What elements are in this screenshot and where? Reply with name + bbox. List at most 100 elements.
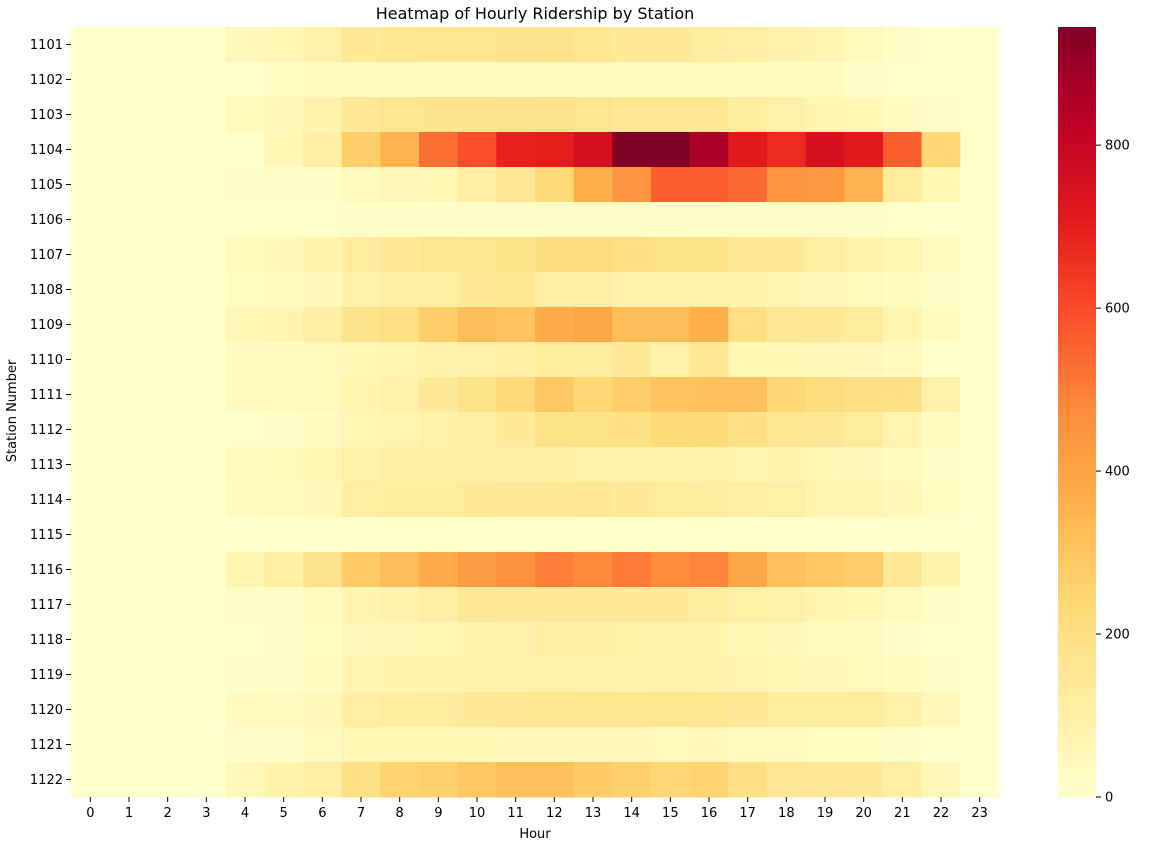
- heatmap-cell: [148, 167, 188, 203]
- heatmap-cell: [612, 342, 652, 378]
- heatmap-cell: [187, 447, 227, 483]
- heatmap-cell: [689, 342, 729, 378]
- heatmap-cell: [419, 587, 459, 623]
- heatmap-cell: [264, 62, 304, 98]
- y-tick-label: 1114: [30, 493, 63, 508]
- heatmap-cell: [264, 447, 304, 483]
- heatmap-cell: [844, 517, 884, 553]
- heatmap-cell: [264, 412, 304, 448]
- heatmap-cell: [573, 167, 613, 203]
- heatmap-cell: [225, 412, 265, 448]
- heatmap-cell: [264, 517, 304, 553]
- heatmap-cell: [148, 272, 188, 308]
- x-tick-label: 8: [396, 806, 404, 821]
- heatmap-cell: [960, 482, 1000, 518]
- heatmap-cell: [767, 622, 807, 658]
- heatmap-cell: [805, 692, 845, 728]
- heatmap-cell: [535, 167, 575, 203]
- heatmap-cell: [303, 307, 343, 343]
- heatmap-cell: [419, 97, 459, 133]
- heatmap-cell: [341, 377, 381, 413]
- heatmap-cell: [71, 622, 111, 658]
- heatmap-cell: [883, 307, 923, 343]
- heatmap-cell: [612, 517, 652, 553]
- heatmap-cell: [380, 657, 420, 693]
- heatmap-cell: [419, 62, 459, 98]
- heatmap-cell: [651, 552, 691, 588]
- x-tick-label: 9: [434, 806, 442, 821]
- heatmap-cell: [921, 307, 961, 343]
- y-tick-label: 1110: [30, 353, 63, 368]
- heatmap-cell: [71, 237, 111, 273]
- heatmap-cell: [921, 762, 961, 798]
- heatmap-cell: [225, 237, 265, 273]
- heatmap-cell: [341, 237, 381, 273]
- heatmap-cell: [767, 482, 807, 518]
- heatmap-cell: [728, 132, 768, 168]
- heatmap-cell: [457, 132, 497, 168]
- heatmap-cell: [187, 482, 227, 518]
- x-tick-label: 16: [701, 806, 718, 821]
- heatmap-cell: [805, 657, 845, 693]
- heatmap-cell: [960, 342, 1000, 378]
- heatmap-cell: [960, 412, 1000, 448]
- heatmap-cell: [303, 132, 343, 168]
- heatmap-cell: [844, 272, 884, 308]
- heatmap-cell: [496, 552, 536, 588]
- heatmap-cell: [341, 132, 381, 168]
- heatmap-cell: [651, 692, 691, 728]
- heatmap-cell: [148, 27, 188, 63]
- heatmap-cell: [883, 447, 923, 483]
- heatmap-cell: [960, 622, 1000, 658]
- heatmap-cell: [380, 202, 420, 238]
- heatmap-cell: [689, 622, 729, 658]
- heatmap-cell: [71, 517, 111, 553]
- heatmap-cell: [883, 237, 923, 273]
- heatmap-cell: [148, 727, 188, 763]
- y-tick-label: 1105: [30, 178, 63, 193]
- heatmap-cell: [225, 167, 265, 203]
- heatmap-cell: [419, 342, 459, 378]
- heatmap-cell: [303, 447, 343, 483]
- heatmap-cell: [264, 272, 304, 308]
- heatmap-cell: [457, 62, 497, 98]
- heatmap-cell: [960, 377, 1000, 413]
- y-tick-label: 1104: [30, 143, 63, 158]
- heatmap-cell: [651, 202, 691, 238]
- heatmap-cell: [496, 482, 536, 518]
- heatmap-cell: [883, 692, 923, 728]
- heatmap-cell: [457, 482, 497, 518]
- heatmap-cell: [573, 307, 613, 343]
- heatmap-cell: [496, 587, 536, 623]
- heatmap-cell: [187, 377, 227, 413]
- heatmap-cell: [419, 447, 459, 483]
- heatmap-cell: [689, 412, 729, 448]
- heatmap-cell: [109, 622, 149, 658]
- heatmap-cell: [844, 762, 884, 798]
- heatmap-cell: [264, 377, 304, 413]
- heatmap-cell: [960, 657, 1000, 693]
- heatmap-cell: [225, 307, 265, 343]
- heatmap-cell: [109, 237, 149, 273]
- heatmap-cell: [651, 622, 691, 658]
- heatmap-cell: [805, 97, 845, 133]
- heatmap-cell: [921, 167, 961, 203]
- heatmap-cell: [109, 377, 149, 413]
- heatmap-cell: [728, 552, 768, 588]
- heatmap-cell: [380, 552, 420, 588]
- heatmap-cell: [225, 447, 265, 483]
- heatmap-cell: [496, 202, 536, 238]
- heatmap-cell: [728, 412, 768, 448]
- heatmap-cell: [728, 237, 768, 273]
- heatmap-cell: [728, 272, 768, 308]
- heatmap-cell: [148, 447, 188, 483]
- heatmap-cell: [535, 272, 575, 308]
- heatmap-cell: [805, 202, 845, 238]
- heatmap-cell: [225, 342, 265, 378]
- heatmap-cell: [71, 307, 111, 343]
- y-tick-label: 1102: [30, 73, 63, 88]
- heatmap-cell: [535, 692, 575, 728]
- heatmap-cell: [728, 447, 768, 483]
- heatmap-cell: [728, 587, 768, 623]
- heatmap-cell: [71, 587, 111, 623]
